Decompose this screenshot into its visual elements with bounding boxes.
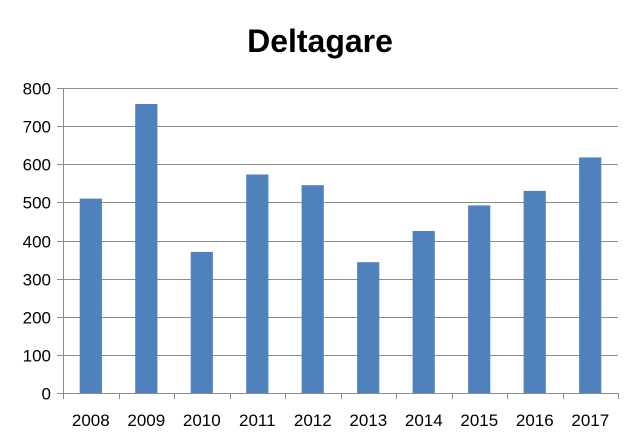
- x-tick-label: 2014: [405, 411, 443, 430]
- x-tick-label: 2015: [460, 411, 498, 430]
- bar-2017: [579, 157, 602, 393]
- bars: [79, 104, 602, 393]
- x-tick-label: 2012: [294, 411, 332, 430]
- bar-2014: [412, 231, 435, 393]
- bar-2016: [523, 190, 546, 393]
- bar-2008: [79, 198, 102, 393]
- bar-2010: [190, 251, 213, 393]
- axes: [57, 88, 619, 399]
- y-tick-label: 300: [23, 271, 51, 290]
- x-tick-label: 2008: [72, 411, 110, 430]
- x-tick-label: 2009: [127, 411, 165, 430]
- y-tick-label: 800: [23, 80, 51, 99]
- chart-title: Deltagare: [247, 23, 393, 59]
- x-tick-labels: 2008 2009 2010 2011 2012 2013 2014 2015 2016 2017: [72, 411, 609, 430]
- y-tick-label: 500: [23, 194, 51, 213]
- x-tick-label: 2013: [349, 411, 387, 430]
- y-tick-label: 600: [23, 156, 51, 175]
- x-tick-label: 2016: [516, 411, 554, 430]
- y-tick-label: 700: [23, 118, 51, 137]
- y-tick-label: 400: [23, 233, 51, 252]
- x-tick-label: 2010: [183, 411, 221, 430]
- y-tick-label: 100: [23, 347, 51, 366]
- x-tick-label: 2011: [239, 411, 276, 430]
- bar-2011: [246, 174, 269, 393]
- bar-2009: [135, 104, 158, 393]
- x-tick-label: 2017: [571, 411, 609, 430]
- y-tick-labels: 0 100 200 300 400 500 600 700 800: [23, 80, 51, 404]
- y-tick-label: 0: [42, 385, 51, 404]
- bar-2013: [357, 262, 380, 393]
- y-tick-label: 200: [23, 309, 51, 328]
- bar-2012: [301, 185, 324, 393]
- bar-2015: [468, 205, 491, 393]
